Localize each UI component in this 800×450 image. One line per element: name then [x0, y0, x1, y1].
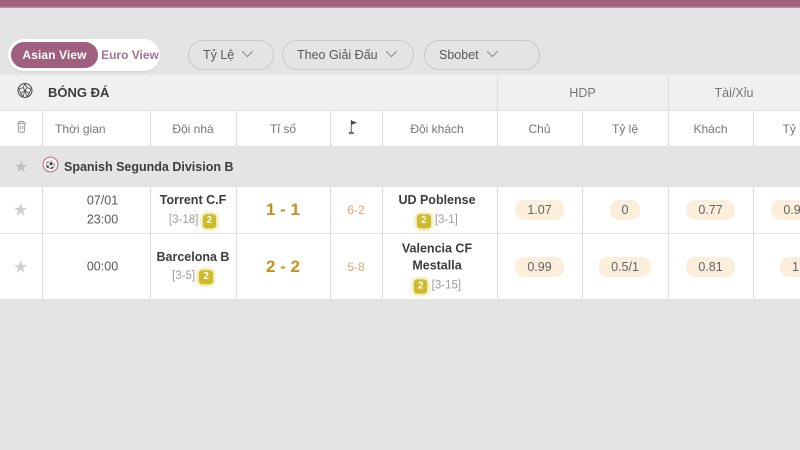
svg-text:⚽: ⚽: [45, 159, 56, 169]
